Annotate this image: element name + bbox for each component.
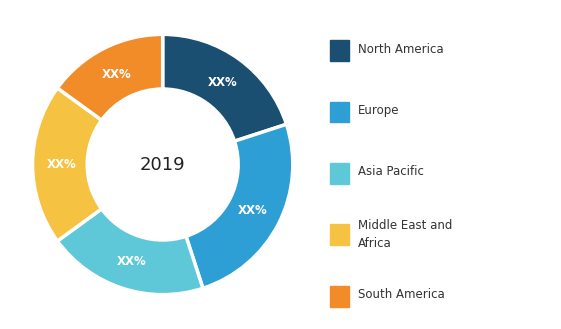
Bar bbox=[330, 163, 349, 184]
Text: 2019: 2019 bbox=[140, 156, 186, 173]
Bar bbox=[330, 224, 349, 245]
Bar bbox=[330, 40, 349, 61]
Text: Africa: Africa bbox=[358, 237, 392, 250]
Text: Europe: Europe bbox=[358, 104, 400, 117]
Wedge shape bbox=[186, 124, 293, 288]
Wedge shape bbox=[57, 209, 203, 295]
Text: South America: South America bbox=[358, 288, 445, 301]
Text: North America: North America bbox=[358, 42, 444, 56]
Wedge shape bbox=[33, 88, 102, 241]
Text: Asia Pacific: Asia Pacific bbox=[358, 165, 424, 178]
Text: XX%: XX% bbox=[238, 204, 268, 217]
Text: Middle East and: Middle East and bbox=[358, 219, 453, 233]
Bar bbox=[330, 102, 349, 122]
Text: XX%: XX% bbox=[208, 76, 237, 89]
Wedge shape bbox=[57, 34, 163, 120]
Wedge shape bbox=[163, 34, 287, 141]
Text: XX%: XX% bbox=[102, 67, 131, 81]
Bar bbox=[330, 286, 349, 307]
Text: XX%: XX% bbox=[47, 158, 76, 171]
Text: XX%: XX% bbox=[117, 255, 146, 267]
